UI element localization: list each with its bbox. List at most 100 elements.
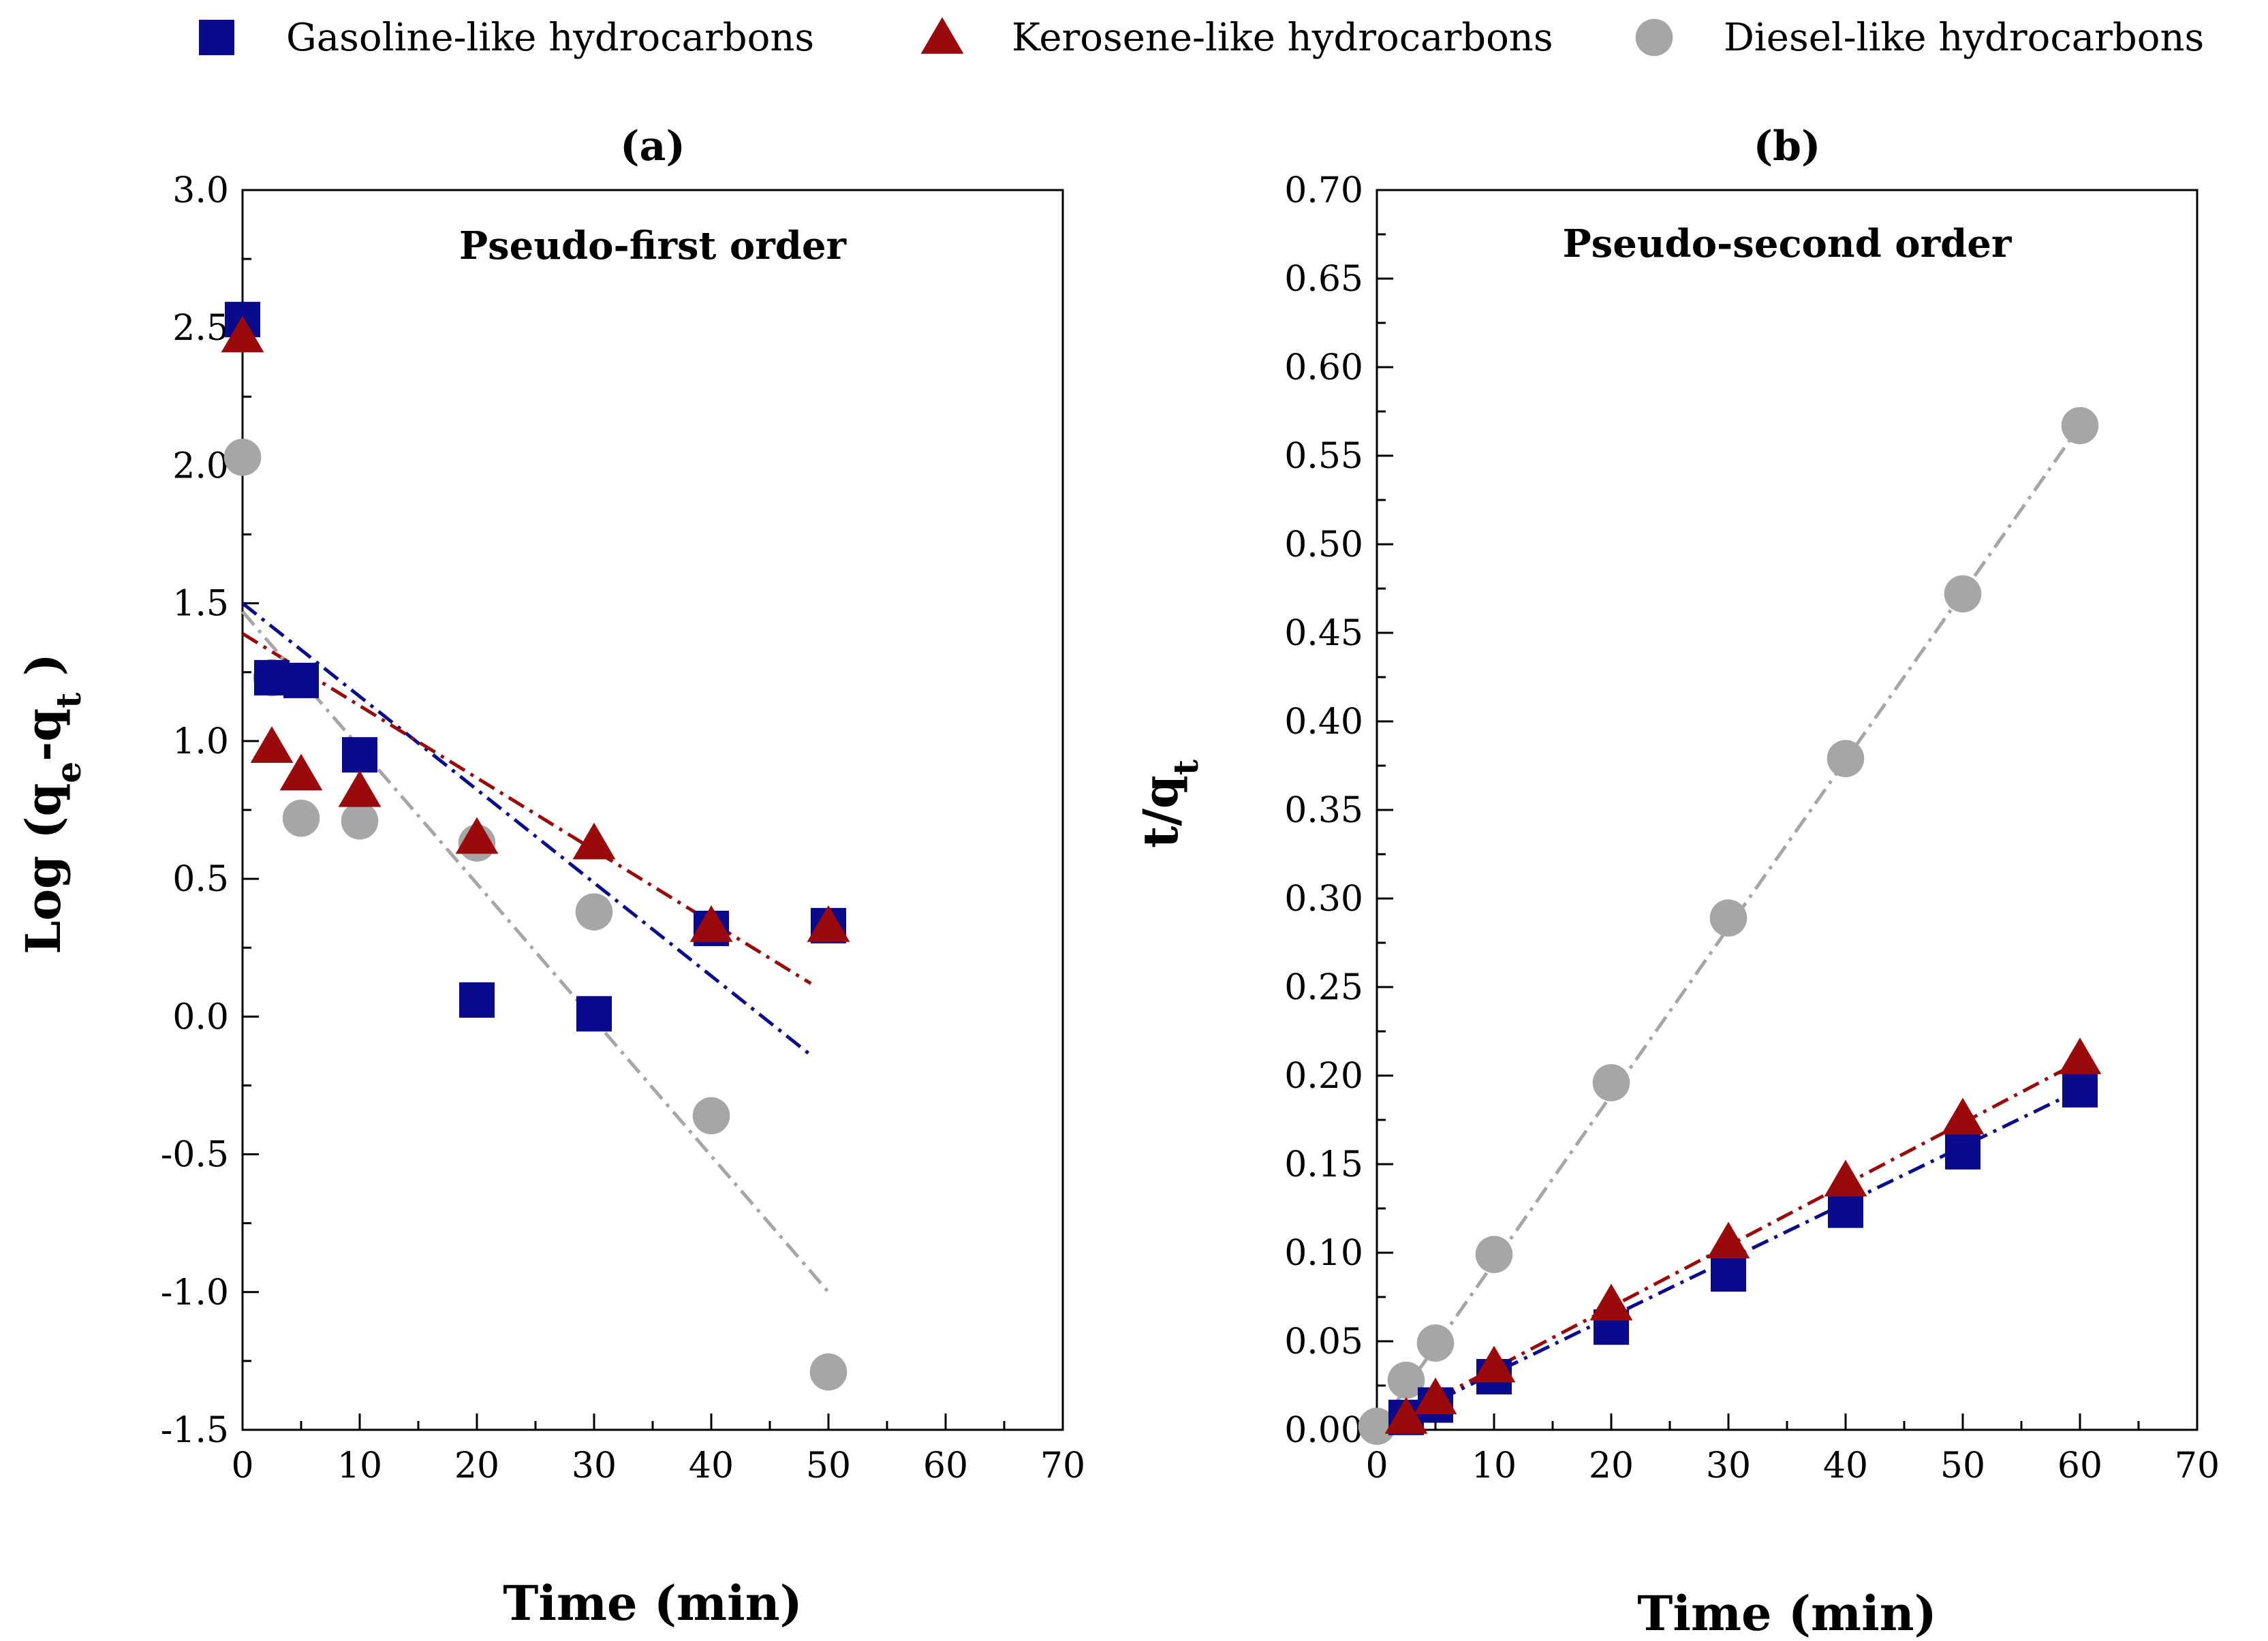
panel-b-ytick-label: 0.05 xyxy=(1284,1322,1363,1362)
panel-b-point-s3 xyxy=(1416,1324,1455,1362)
panel-b-ylabel: t/qt xyxy=(1132,760,1206,848)
panel-a-point-s2 xyxy=(807,905,850,942)
panel-b-point-s2 xyxy=(1589,1283,1633,1321)
panel-b-point-s2 xyxy=(2058,1037,2102,1074)
panel-a-fit-line-3 xyxy=(241,610,830,1294)
panel-a-xlabel: Time (min) xyxy=(503,1575,802,1631)
panel-a-point-s1 xyxy=(342,737,377,773)
panel-b-xtick-label: 60 xyxy=(2057,1445,2102,1486)
panel-a-point-s2 xyxy=(279,753,323,791)
panel-a-xtick-label: 20 xyxy=(454,1445,499,1486)
panel-a-point-s3 xyxy=(575,893,613,931)
panel-a-point-s1 xyxy=(576,996,612,1032)
panel-b-point-s2 xyxy=(1414,1377,1457,1415)
panel-a-point-s2 xyxy=(455,817,499,854)
panel-b-ytick-label: 0.35 xyxy=(1284,790,1363,831)
panel-a-xtick-label: 40 xyxy=(689,1445,734,1486)
panel-b-point-s3 xyxy=(2061,407,2099,445)
panel-b-point-s1 xyxy=(1945,1134,1980,1170)
panel-b-label: (b) xyxy=(1754,123,1821,170)
panel-a-fit-line-1 xyxy=(241,601,812,1057)
panel-b-ytick-label: 0.10 xyxy=(1284,1233,1363,1274)
panel-b-point-s2 xyxy=(1384,1396,1428,1434)
panel-a-point-s2 xyxy=(689,905,733,942)
panel-a-ytick-label: 1.0 xyxy=(172,721,229,762)
panel-a-point-s1 xyxy=(459,982,495,1018)
panel-b-ytick-label: 0.60 xyxy=(1284,347,1363,388)
panel-b-point-s3 xyxy=(1475,1236,1513,1273)
panel-a-ytick-label: 0.0 xyxy=(172,997,229,1037)
panel-a-ytick-label: -1.5 xyxy=(161,1410,229,1451)
panel-b-point-s1 xyxy=(2062,1072,2098,1108)
panel-a-ytick-label: -1.0 xyxy=(161,1272,229,1313)
panel-b-xtick-label: 20 xyxy=(1589,1445,1634,1486)
panel-a-xtick-label: 30 xyxy=(572,1445,617,1486)
panel-a-ytick-label: 2.5 xyxy=(172,308,229,349)
panel-a-xtick-label: 0 xyxy=(231,1445,253,1486)
legend-marker-3 xyxy=(1635,18,1673,57)
panel-b-point-s1 xyxy=(1711,1256,1746,1292)
panel-b-ytick-label: 0.65 xyxy=(1284,259,1363,300)
panel-b-point-s2 xyxy=(1707,1221,1750,1259)
panel-b-ytick-label: 0.00 xyxy=(1284,1410,1363,1451)
legend-label-3: Diesel-like hydrocarbons xyxy=(1724,16,2204,60)
panel-b-xtick-label: 0 xyxy=(1365,1445,1388,1486)
panel-b-point-s3 xyxy=(1387,1361,1425,1399)
panel-a-point-s3 xyxy=(341,802,379,840)
panel-a-point-s1 xyxy=(283,662,319,698)
panel-b: (b) Pseudo-second order Time (min) t/qt … xyxy=(1132,123,2220,1641)
panel-b-xlabel: Time (min) xyxy=(1637,1585,1936,1641)
panel-a-label: (a) xyxy=(620,123,685,170)
panel-a-ytick-label: 1.5 xyxy=(172,584,229,625)
panel-a: (a) Pseudo-first order Time (min) Log (q… xyxy=(15,123,1085,1631)
panel-a-ytick-label: -0.5 xyxy=(161,1135,229,1176)
panel-b-point-s3 xyxy=(1944,575,1982,613)
panel-a-ytick-label: 2.0 xyxy=(172,446,229,486)
panel-a-xtick-label: 10 xyxy=(337,1445,382,1486)
panel-a-point-s2 xyxy=(221,315,264,353)
legend-marker-1 xyxy=(199,20,234,55)
panel-b-xtick-label: 40 xyxy=(1823,1445,1868,1486)
legend-label-2: Kerosene-like hydrocarbons xyxy=(1012,16,1553,60)
panel-b-subtitle: Pseudo-second order xyxy=(1563,221,2013,266)
panel-b-ytick-label: 0.30 xyxy=(1284,879,1363,920)
panel-b-ytick-label: 0.50 xyxy=(1284,525,1363,565)
panel-a-subtitle: Pseudo-first order xyxy=(459,223,847,268)
panel-b-xtick-label: 30 xyxy=(1706,1445,1751,1486)
panel-a-ytick-label: 0.5 xyxy=(172,859,229,900)
panel-b-point-s3 xyxy=(1827,740,1865,777)
panel-b-xtick-label: 70 xyxy=(2175,1445,2220,1486)
panel-b-xtick-label: 50 xyxy=(1940,1445,1985,1486)
panel-b-ytick-label: 0.20 xyxy=(1284,1056,1363,1097)
panel-a-point-s2 xyxy=(250,726,294,763)
panel-b-ytick-label: 0.40 xyxy=(1284,702,1363,743)
panel-a-xtick-label: 70 xyxy=(1040,1445,1085,1486)
panel-a-point-s3 xyxy=(809,1353,848,1391)
legend: Gasoline-like hydrocarbons Kerosene-like … xyxy=(199,16,2204,60)
panel-b-point-s1 xyxy=(1828,1192,1863,1228)
panel-a-point-s2 xyxy=(572,822,616,860)
panel-b-ytick-label: 0.55 xyxy=(1284,436,1363,477)
panel-a-point-s3 xyxy=(282,799,320,837)
panel-b-ytick-label: 0.70 xyxy=(1284,170,1363,211)
panel-b-ytick-label: 0.15 xyxy=(1284,1144,1363,1185)
panel-a-xtick-label: 50 xyxy=(806,1445,851,1486)
panel-a-point-s3 xyxy=(223,439,262,476)
panel-b-ytick-label: 0.25 xyxy=(1284,967,1363,1008)
panel-b-point-s2 xyxy=(1824,1159,1867,1197)
panel-a-point-s2 xyxy=(338,770,382,807)
panel-b-ytick-label: 0.45 xyxy=(1284,613,1363,654)
panel-b-point-s3 xyxy=(1709,899,1747,937)
panel-b-point-s3 xyxy=(1592,1064,1630,1101)
panel-a-ylabel: Log (qe-qt ) xyxy=(15,653,89,954)
panel-a-ytick-label: 3.0 xyxy=(172,170,229,211)
panel-b-xtick-label: 10 xyxy=(1472,1445,1517,1486)
panel-a-xtick-label: 60 xyxy=(923,1445,968,1486)
panel-b-point-s2 xyxy=(1941,1097,1985,1135)
legend-marker-2 xyxy=(920,17,964,54)
legend-label-1: Gasoline-like hydrocarbons xyxy=(286,16,814,60)
panel-b-point-s2 xyxy=(1472,1345,1516,1383)
panel-a-point-s3 xyxy=(692,1097,730,1135)
panel-b-point-s3 xyxy=(1358,1407,1396,1445)
